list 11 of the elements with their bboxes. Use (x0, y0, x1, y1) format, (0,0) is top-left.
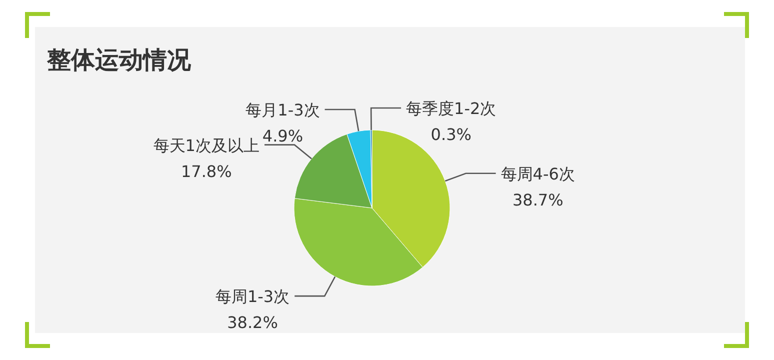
data-label: 38.2% (227, 313, 278, 332)
slice-label: 每月1-3次 (246, 100, 320, 120)
data-label: 17.8% (180, 162, 232, 181)
slice-label: 每周4-6次 (500, 164, 575, 184)
data-label: 0.3% (430, 125, 472, 144)
data-label: 38.7% (512, 190, 564, 210)
chart-title: 整体运动情况 (46, 46, 192, 74)
slice-label: 每周1-3次 (215, 287, 290, 306)
data-label: 4.9% (262, 126, 304, 146)
slice-label: 每天1次及以上 (153, 136, 260, 155)
slice-label: 每季度1-2次 (406, 99, 496, 118)
